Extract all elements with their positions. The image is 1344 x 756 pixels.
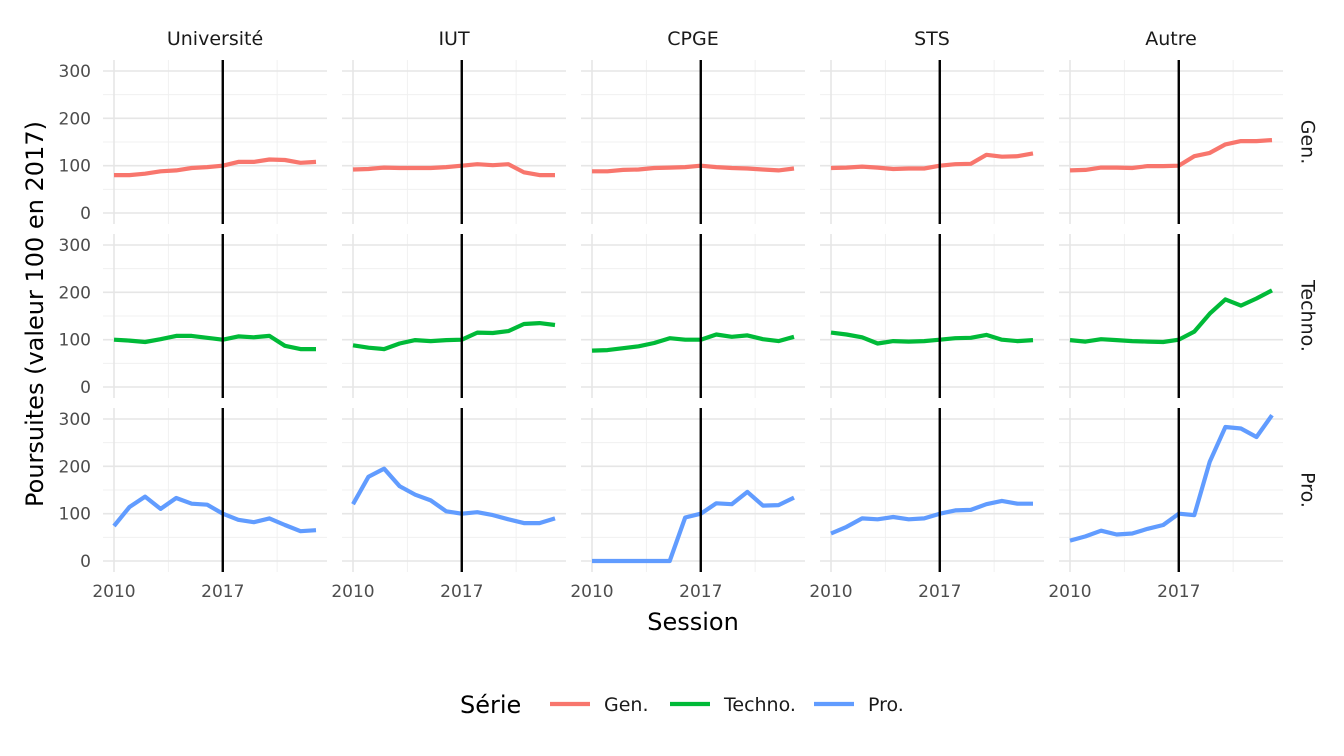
- y-tick-label: 0: [80, 552, 91, 572]
- y-tick-label: 300: [59, 236, 91, 256]
- y-tick-label: 100: [59, 505, 91, 525]
- legend-label: Gen.: [604, 694, 649, 716]
- facet-col-label: Université: [167, 28, 263, 50]
- y-tick-label: 100: [59, 157, 91, 177]
- series-line: [830, 498, 1033, 536]
- series-line: [114, 157, 317, 178]
- series-line: [591, 332, 795, 353]
- x-tick-label: 2010: [92, 582, 135, 602]
- x-tick-label: 2010: [809, 582, 852, 602]
- y-tick-label: 0: [80, 378, 91, 398]
- x-tick-label: 2010: [331, 582, 374, 602]
- y-tick-label: 200: [59, 109, 91, 129]
- x-tick-label: 2017: [918, 582, 961, 602]
- legend-label: Pro.: [868, 694, 904, 716]
- series-line: [112, 494, 317, 534]
- y-tick-label: 0: [80, 204, 91, 224]
- grid-layer: [103, 60, 1283, 572]
- series-line: [830, 330, 1034, 346]
- facet-col-label: STS: [914, 28, 950, 50]
- x-axis-title: Session: [647, 608, 739, 636]
- text-layer: Université IUT CPGE STS Autre Gen. Techno. Pro.…: [21, 28, 1319, 719]
- y-tick-label: 300: [59, 410, 91, 430]
- series-line: [592, 163, 795, 174]
- legend-title: Série: [460, 691, 521, 719]
- facet-row-label: Techno.: [1297, 279, 1319, 352]
- legend-label: Techno.: [723, 694, 796, 716]
- series-line: [352, 162, 555, 178]
- y-axis-title: Poursuites (valeur 100 en 2017): [21, 121, 49, 507]
- series-line: [830, 151, 1034, 172]
- y-tick-label: 200: [59, 457, 91, 477]
- legend: Série Gen. Techno. Pro.: [460, 691, 904, 719]
- x-tick-label: 2010: [570, 582, 613, 602]
- x-tick-label: 2017: [679, 582, 722, 602]
- series-line: [113, 333, 316, 352]
- x-tick-label: 2017: [201, 582, 244, 602]
- series-line: [592, 489, 795, 564]
- facet-row-label: Gen.: [1297, 120, 1319, 165]
- facet-col-label: CPGE: [667, 28, 718, 50]
- series-line: [1069, 413, 1274, 543]
- facet-col-label: Autre: [1145, 28, 1197, 50]
- facet-col-label: IUT: [438, 28, 470, 50]
- series-line: [1069, 138, 1273, 173]
- x-tick-label: 2017: [1157, 582, 1200, 602]
- series-line: [352, 321, 556, 352]
- x-tick-label: 2017: [440, 582, 483, 602]
- y-tick-label: 200: [59, 283, 91, 303]
- facet-row-label: Pro.: [1297, 472, 1319, 508]
- series-line: [1069, 288, 1273, 345]
- series-layer: [112, 60, 1274, 572]
- y-tick-label: 300: [59, 62, 91, 82]
- series-line: [351, 466, 556, 526]
- y-tick-label: 100: [59, 331, 91, 351]
- x-tick-label: 2010: [1048, 582, 1091, 602]
